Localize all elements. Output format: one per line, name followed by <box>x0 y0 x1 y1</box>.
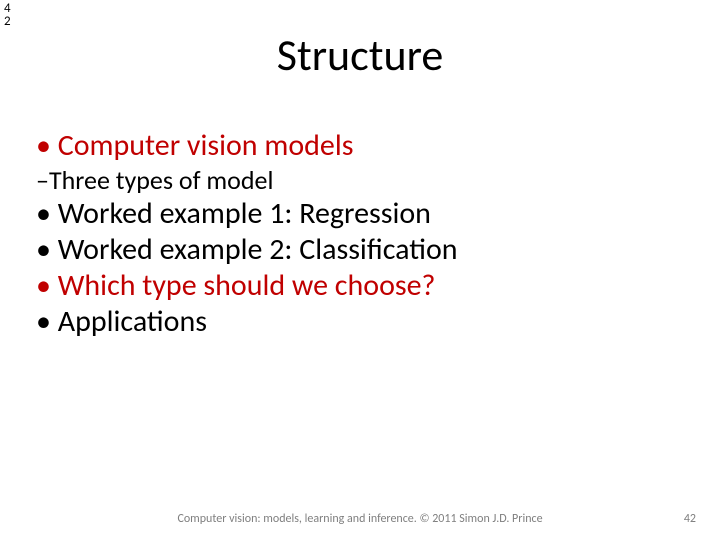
bullet-text: Worked example 2: Classification <box>51 231 458 268</box>
slide-title: Structure <box>0 28 720 82</box>
corner-number: 4 2 <box>4 2 11 28</box>
bullet-marker: • <box>36 127 51 164</box>
bullet-item-4: • Applications <box>36 304 684 340</box>
bullet-item-0: • Computer vision models <box>36 128 684 164</box>
bullet-item-2: • Worked example 2: Classification <box>36 232 684 268</box>
footer-attribution: Computer vision: models, learning and in… <box>0 512 720 526</box>
bullet-text: Worked example 1: Regression <box>51 195 431 232</box>
bullet-marker: • <box>36 231 51 268</box>
footer-page-number: 42 <box>684 512 696 526</box>
dash-marker: – <box>36 164 49 196</box>
bullet-marker: • <box>36 303 51 340</box>
bullet-marker: • <box>36 195 51 232</box>
bullet-text: Computer vision models <box>51 127 354 164</box>
sub-bullet-0: –Three types of model <box>36 164 684 196</box>
bullet-text: Applications <box>51 303 207 340</box>
bullet-marker: • <box>36 267 51 304</box>
sub-bullet-text: Three types of model <box>49 164 274 196</box>
bullet-text: Which type should we choose? <box>51 267 436 304</box>
bullet-item-3: • Which type should we choose? <box>36 268 684 304</box>
bullet-item-1: • Worked example 1: Regression <box>36 196 684 232</box>
corner-number-line2: 2 <box>4 15 11 28</box>
slide-body: • Computer vision models –Three types of… <box>36 128 684 340</box>
